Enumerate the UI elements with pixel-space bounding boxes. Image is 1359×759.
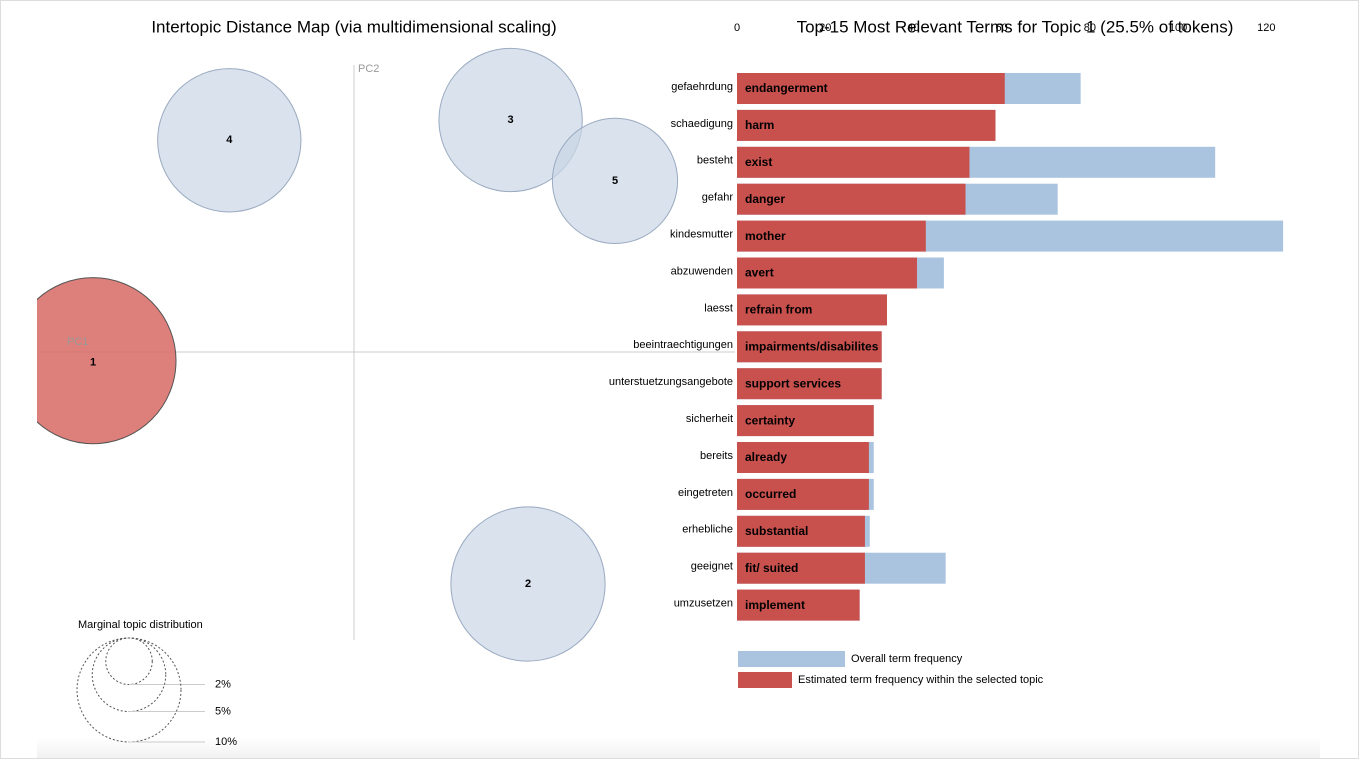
bar [737,257,917,289]
topic-label: 2 [525,578,531,590]
topic-circle [438,47,583,193]
size-legend-title: Marginal topic distribution [78,619,203,631]
bar-annotation: harm [745,118,774,132]
bar [737,294,887,326]
bar-annotation: endangerment [745,81,828,95]
y-tick-label: laesst [704,302,733,314]
y-tick-label: gefahr [702,192,734,204]
x-tick-label: 120 [1257,22,1275,34]
x-tick-label: 20 [819,22,831,34]
bars: 0 20 40 60 80 100 120 gefaehrdung endangerment sc… [609,22,1284,688]
y-tick-label: beeintraechtigungen [633,339,733,351]
bar-annotation: already [745,450,787,464]
legend-label: Overall term frequency [851,653,963,665]
topic-circle [157,68,302,213]
x-tick-label: 0 [734,22,740,34]
size-legend-label: 5% [215,705,231,717]
bar-annotation: substantial [745,524,808,538]
bar-annotation: impairments/disabilites [745,339,879,353]
y-axis-label: PC2 [358,63,379,75]
bar [737,589,860,621]
topic-circle [450,506,606,662]
x-tick-label: 80 [1084,22,1096,34]
topic-circle [37,277,177,445]
y-tick-label: eingetreten [678,487,733,499]
bar [737,220,926,252]
bar [737,109,996,141]
y-tick-label: gefaehrdung [671,81,733,93]
bar [737,405,874,437]
bar [737,183,966,215]
topic-circle [551,117,679,245]
map [37,47,735,662]
bar [737,552,865,584]
bar-annotation: certainty [745,413,795,427]
y-tick-label: erhebliche [682,524,733,536]
bar-annotation: mother [745,229,786,243]
bar-title: Top-15 Most Relevant Terms for Topic 1 (… [797,17,1234,36]
topic-label: 4 [226,134,233,146]
x-tick-label: 40 [907,22,919,34]
bar [737,146,970,178]
y-tick-label: bereits [700,450,734,462]
size-legend-label: 10% [215,736,237,748]
bar [737,331,882,363]
bar [737,515,865,547]
bar-annotation: implement [745,598,805,612]
y-tick-label: kindesmutter [670,229,733,241]
y-tick-label: schaedigung [671,118,733,130]
topic-label: 5 [612,175,618,187]
bar-annotation: support services [745,376,841,390]
y-tick-label: besteht [697,155,733,167]
footer [37,738,1320,758]
bar-annotation: avert [745,266,774,280]
topic-label: 1 [90,357,96,369]
x-axis-label: PC1 [67,336,88,348]
bar-annotation: occurred [745,487,796,501]
y-tick-label: abzuwenden [671,265,733,277]
y-tick-label: unterstuetzungsangebote [609,376,733,388]
bar-annotation: fit/ suited [745,561,798,575]
topic-label: 3 [508,114,514,126]
map-title: Intertopic Distance Map (via multidimens… [151,17,556,36]
legend-swatch [738,672,792,688]
y-tick-label: sicherheit [686,413,733,425]
size-legend-label: 2% [215,678,231,690]
bar [737,368,882,400]
bar [737,478,869,510]
x-tick-label: 60 [996,22,1008,34]
y-tick-label: geeignet [691,561,733,573]
bar-annotation: exist [745,155,772,169]
legend-swatch [738,651,845,667]
bar [737,442,869,473]
legend-label: Estimated term frequency within the sele… [798,674,1044,686]
y-tick-label: umzusetzen [674,598,733,610]
bar-annotation: refrain from [745,303,812,317]
bar [737,73,1005,104]
bar-annotation: danger [745,192,785,206]
x-tick-label: 100 [1169,22,1187,34]
